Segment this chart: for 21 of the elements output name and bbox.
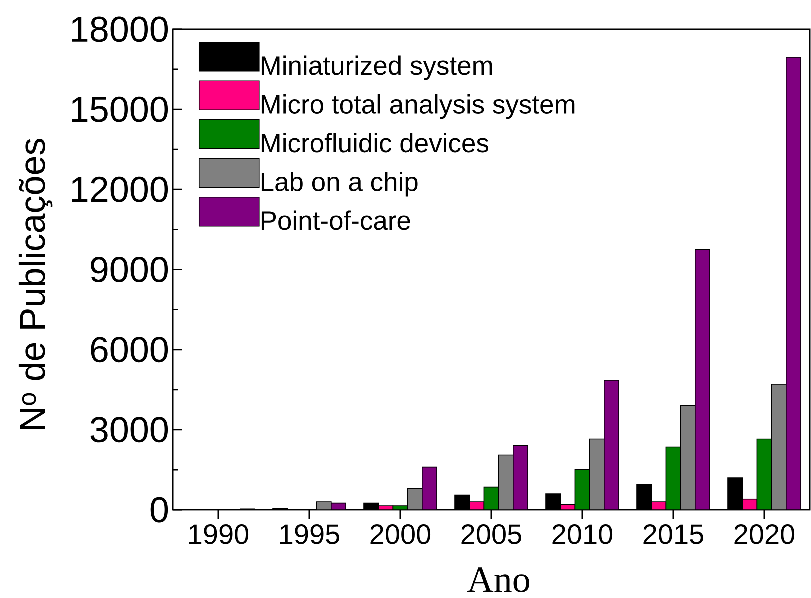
x-tick-label: 2015	[644, 524, 704, 544]
x-axis-title: Ano	[468, 568, 530, 592]
y-tick-label: 18000	[72, 16, 168, 42]
y-tick-label: 3000	[90, 417, 168, 443]
y-tick-label: 0	[150, 497, 168, 523]
legend-label: Microfluidic devices	[262, 133, 489, 153]
y-tick-label: 12000	[72, 176, 168, 202]
legend-label: Lab on a chip	[262, 172, 418, 197]
x-tick-label: 2000	[370, 524, 431, 544]
x-tick-label: 1995	[280, 524, 340, 544]
y-tick-label: 6000	[91, 337, 168, 363]
x-tick-label: 2010	[552, 524, 613, 544]
y-axis-title: N$^{o}$ de Publicações	[18, 139, 53, 430]
legend-label: Miniaturized system	[262, 56, 492, 80]
y-tick-label: 15000	[72, 96, 168, 122]
x-tick-label: 2020	[734, 524, 795, 544]
legend-label: Micro total analysis system	[262, 94, 575, 120]
legend-label: Point-of-care	[262, 210, 410, 230]
y-tick-label: 9000	[91, 257, 168, 282]
x-tick-label: 1990	[189, 524, 249, 544]
x-tick-label: 2005	[462, 524, 522, 544]
